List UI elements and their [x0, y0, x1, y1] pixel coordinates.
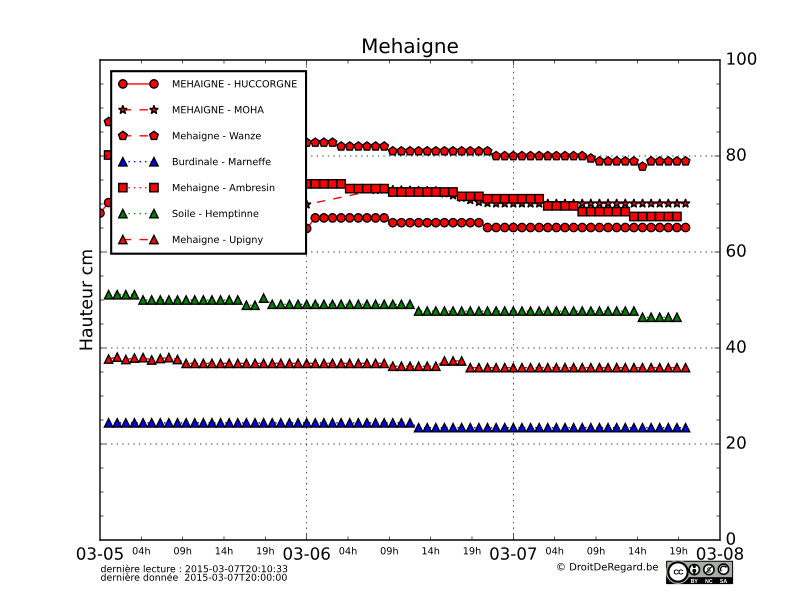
svg-text:SA: SA	[720, 579, 727, 585]
svg-text:BY: BY	[691, 579, 699, 585]
svg-text:NC: NC	[705, 579, 713, 585]
svg-text:CC: CC	[674, 568, 685, 577]
